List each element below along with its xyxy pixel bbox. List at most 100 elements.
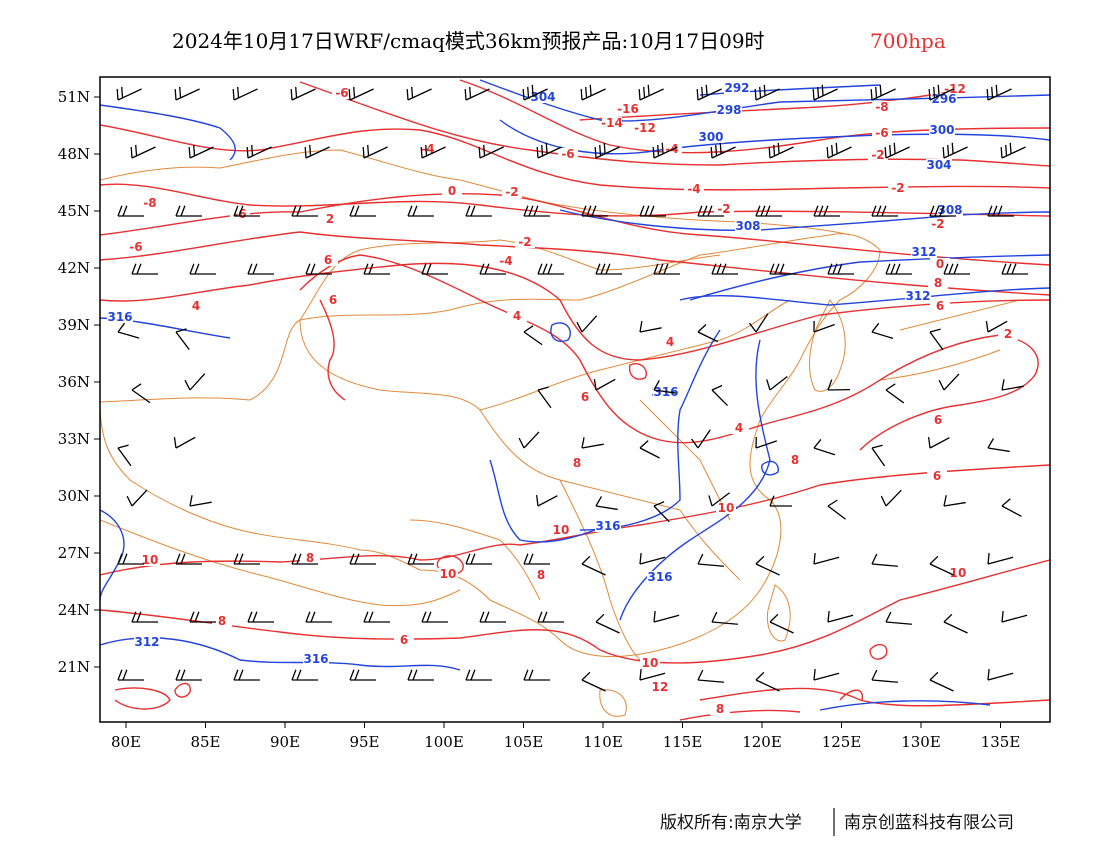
isotherm-2 — [100, 231, 1050, 296]
label-backing — [332, 87, 352, 99]
isotherm-small-6 — [839, 689, 864, 701]
height-contour-label: 300 — [929, 123, 954, 137]
wind-barb — [595, 613, 620, 634]
label-backing — [660, 336, 680, 348]
wind-barb — [173, 436, 196, 449]
label-backing — [724, 82, 750, 94]
height-contour-label: 296 — [931, 92, 956, 106]
temperature-labels: -6 -12-16-14 -12-8-6 -4-6-8-6-6-4-2-20-2-4-… — [126, 82, 1018, 716]
wind-barb — [639, 321, 662, 333]
wind-barb — [518, 431, 540, 449]
label-backing — [905, 290, 931, 302]
wind-barb — [871, 553, 898, 567]
label-backing — [507, 310, 527, 322]
isotherm-label: 4 — [666, 335, 674, 349]
height-contour-label: 292 — [724, 81, 749, 95]
label-backing — [872, 127, 892, 139]
wind-barb — [363, 263, 390, 275]
wind-barb — [697, 553, 724, 567]
wind-barb — [537, 263, 564, 275]
wind-barb — [885, 383, 905, 404]
province-border-3 — [559, 479, 641, 661]
lon-tick-label: 130E — [901, 733, 941, 751]
isotherm-label: 8 — [537, 568, 545, 582]
wind-barb — [639, 668, 666, 681]
wind-barb — [1001, 610, 1028, 623]
height-contour-label: 298 — [716, 103, 741, 117]
wind-barb — [653, 380, 676, 394]
wind-barb — [523, 669, 550, 681]
isotherm-label: -2 — [505, 185, 518, 199]
wind-barb — [884, 142, 910, 159]
isotherm-label: -6 — [561, 147, 574, 161]
height-contour-label: 316 — [107, 310, 132, 324]
isotherm-label: -2 — [891, 181, 904, 195]
wind-barb — [363, 611, 390, 623]
isotherm-small-5 — [869, 643, 888, 660]
wind-barb — [349, 553, 376, 565]
isotherm-label: -4 — [421, 142, 434, 156]
korea-outline — [809, 299, 846, 392]
isotherm-label: -2 — [931, 217, 944, 231]
wind-barb — [813, 320, 835, 333]
height-contour-label: 308 — [937, 203, 962, 217]
isotherm-label: -6 — [335, 86, 348, 100]
wind-barb — [885, 263, 912, 275]
lon-tick-label: 100E — [424, 733, 464, 751]
isotherm-label: -6 — [129, 240, 142, 254]
isotherm-label: -4 — [499, 254, 512, 268]
wind-barb — [349, 205, 376, 217]
lat-tick-label: 51N — [58, 88, 90, 106]
height-304-west — [100, 104, 236, 161]
wind-barb — [748, 313, 769, 333]
height-contour-label: 316 — [303, 652, 328, 666]
wind-barb — [407, 553, 434, 565]
isotherm-label: -2 — [518, 235, 531, 249]
wind-barb — [880, 489, 902, 507]
label-backing — [134, 636, 160, 648]
label-backing — [714, 203, 734, 215]
lon-tick-label: 105E — [504, 733, 544, 751]
wind-barb — [942, 142, 968, 159]
wind-barb — [928, 84, 954, 101]
wind-barb — [595, 496, 618, 511]
lat-tick-label: 24N — [58, 601, 90, 619]
wind-barb — [871, 322, 894, 340]
isotherm-label: 0 — [448, 184, 456, 198]
isotherm-label: 8 — [934, 276, 942, 290]
wind-barb — [174, 86, 200, 101]
temperature-contours — [100, 79, 1050, 721]
wind-barb — [581, 555, 606, 576]
wind-barb — [870, 84, 896, 101]
wind-barb — [581, 205, 608, 217]
latitude-axis: 51N 48N 45N 42N 39N 36N 33N 30N 27N 24N 21N — [58, 88, 100, 676]
height-contour-label: 304 — [530, 90, 555, 104]
wind-barb — [232, 86, 258, 101]
wind-barb — [580, 84, 606, 101]
wind-barb — [175, 553, 202, 565]
wind-barb — [986, 84, 1012, 101]
wind-barb — [305, 263, 332, 275]
isotherm-label: 2 — [1004, 327, 1012, 341]
wind-barb — [593, 378, 616, 391]
isotherm-neg2 — [100, 183, 1050, 217]
wind-barb — [711, 263, 738, 275]
isotherm-label: 6 — [936, 299, 944, 313]
label-backing — [710, 703, 730, 715]
lat-tick-label: 36N — [58, 373, 90, 391]
wind-barb — [131, 611, 158, 623]
isotherm-label: -4 — [687, 182, 700, 196]
label-backing — [442, 185, 462, 197]
wind-barb — [189, 263, 216, 275]
isotherm-12 — [679, 709, 801, 721]
label-backing — [684, 183, 704, 195]
wind-barb — [1001, 379, 1024, 391]
wind-barb — [711, 384, 729, 407]
height-contour-label: 312 — [911, 245, 936, 259]
label-backing — [558, 148, 578, 160]
label-backing — [438, 568, 458, 580]
wind-barb — [523, 325, 543, 346]
lat-tick-label: 33N — [58, 430, 90, 448]
wind-barb — [305, 611, 332, 623]
label-backing — [888, 182, 908, 194]
